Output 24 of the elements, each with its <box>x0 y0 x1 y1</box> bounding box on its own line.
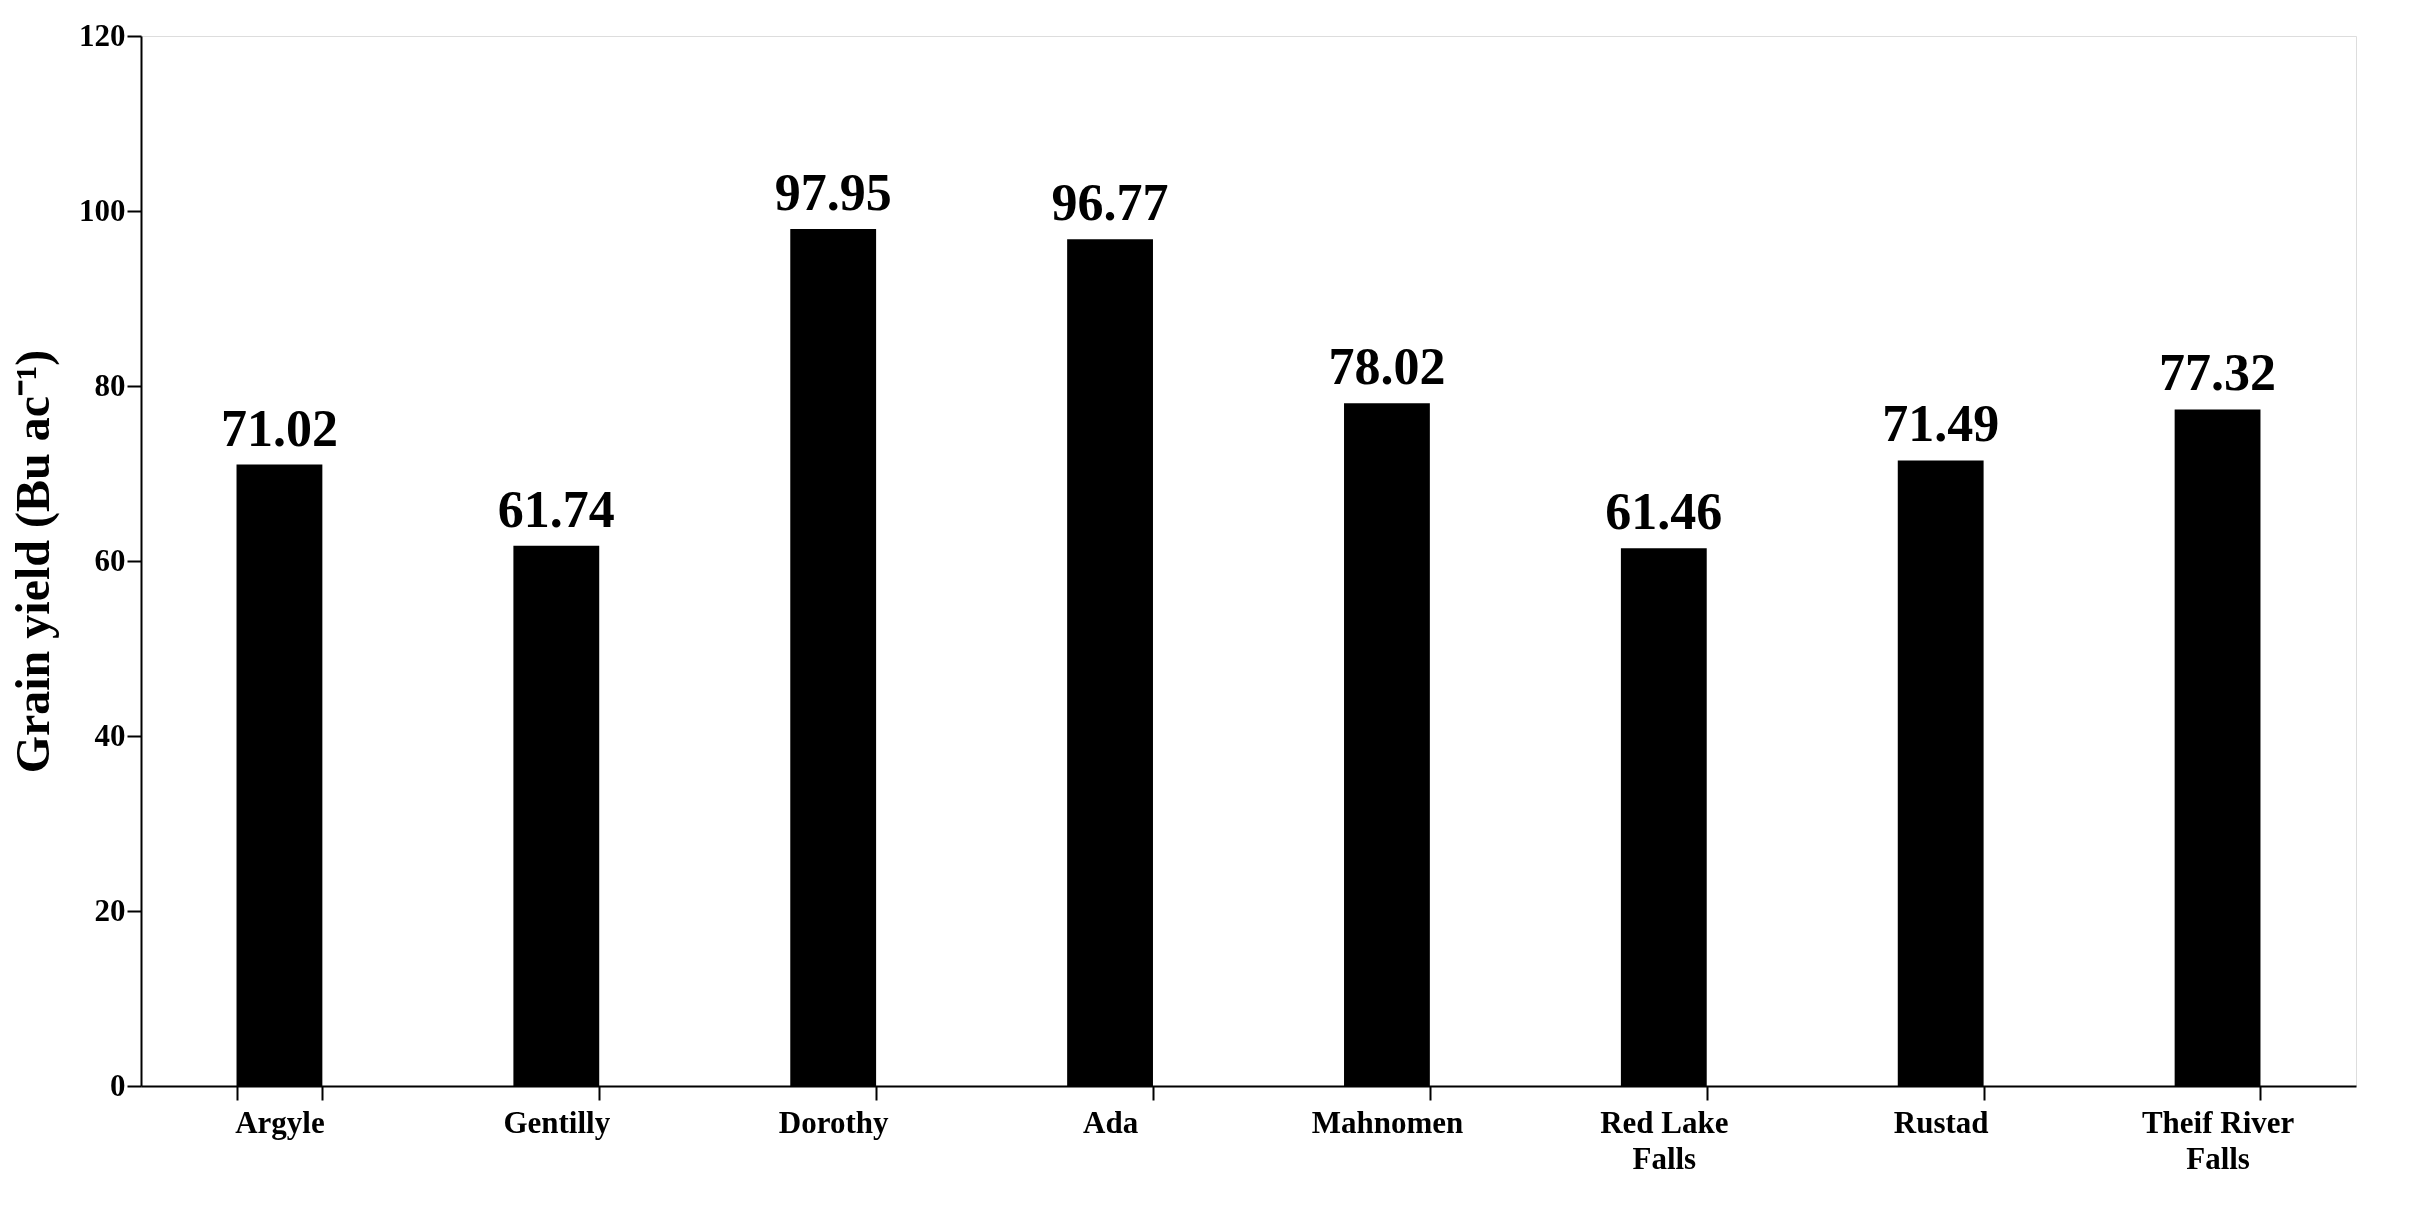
x-tick-label: Argyle <box>235 1104 325 1140</box>
data-label: 97.95 <box>774 163 892 221</box>
y-tick-label: 120 <box>79 17 126 53</box>
y-tick-label: 100 <box>79 192 126 228</box>
y-tick-label: 80 <box>94 367 126 403</box>
y-tick-label: 60 <box>94 542 126 578</box>
y-tick-label: 40 <box>94 717 126 753</box>
data-label: 61.46 <box>1605 483 1723 541</box>
data-label: 71.49 <box>1882 395 2000 453</box>
y-axis-title: Grain yield (Bu ac⁻¹) <box>6 349 60 774</box>
x-tick-label: Ada <box>1082 1104 1139 1140</box>
x-tick-label: Red Lake Falls <box>1600 1104 1729 1176</box>
y-tick-label: 20 <box>94 892 126 928</box>
x-tick-label: Rustad <box>1893 1104 1989 1140</box>
x-tick-label: Gentilly <box>503 1104 611 1140</box>
x-tick-label: Dorothy <box>778 1104 890 1140</box>
data-label: 61.74 <box>497 480 615 538</box>
x-tick-label: Mahnomen <box>1311 1104 1464 1140</box>
data-label: 96.77 <box>1051 174 1169 232</box>
data-label: 78.02 <box>1328 338 1446 396</box>
x-tick-label: Theif River Falls <box>2141 1104 2295 1176</box>
data-label: 71.02 <box>220 399 338 457</box>
data-label: 77.32 <box>2159 344 2277 402</box>
y-tick-label: 0 <box>110 1067 126 1103</box>
